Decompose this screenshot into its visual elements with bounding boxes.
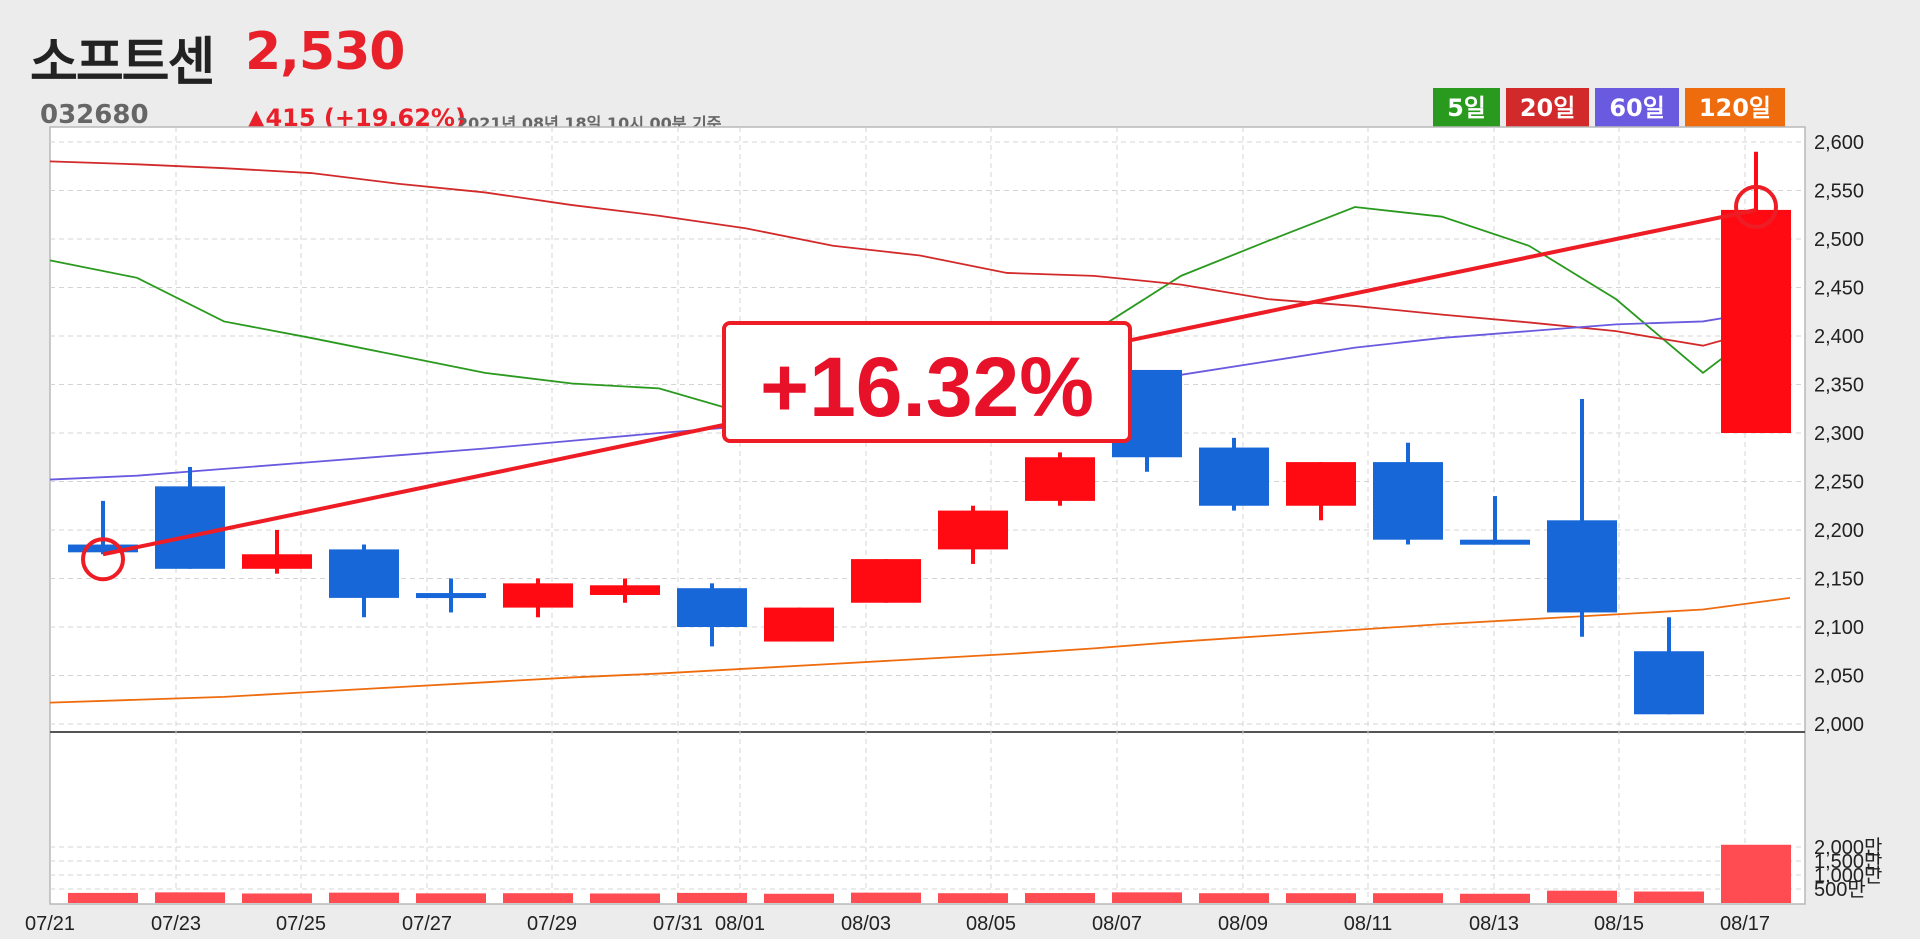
candle-body [1721, 209, 1791, 433]
price-tick-label: 2,300 [1814, 423, 1864, 445]
plot-area [49, 126, 1806, 905]
candle-body [155, 486, 225, 569]
volume-bar [1286, 893, 1356, 903]
volume-bar [1199, 893, 1269, 903]
date-tick-label: 07/31 [653, 913, 703, 935]
candle-body [1373, 462, 1443, 540]
ma120-line [49, 597, 1791, 704]
volume-tick-label: 2,000만 [1814, 836, 1882, 859]
volume-bar [155, 892, 225, 903]
date-tick-label: 07/29 [527, 913, 577, 935]
volume-bar [1634, 891, 1704, 903]
date-tick-label: 07/27 [402, 913, 452, 935]
price-tick-label: 2,000 [1814, 714, 1864, 736]
candle-body [1025, 457, 1095, 501]
volume-tick-label: 1,000만 [1814, 864, 1882, 887]
volume-bar [764, 893, 834, 903]
volume-bar [1547, 890, 1617, 903]
ma-120-toggle[interactable]: 120일 [1684, 88, 1785, 128]
moving-average-legend: 5일 20일 60일 120일 [1433, 88, 1785, 128]
trend-end-marker [1734, 184, 1778, 229]
trend-start-marker [81, 537, 125, 582]
volume-bar [1373, 893, 1443, 903]
price-tick-label: 2,150 [1814, 569, 1864, 591]
ma-5-toggle[interactable]: 5일 [1433, 88, 1500, 128]
change-badge-text: +16.32% [760, 340, 1094, 434]
candle-body [1460, 539, 1530, 545]
volume-tick-label: 1,500만 [1814, 850, 1882, 873]
change-badge [722, 321, 1132, 443]
candle-body [1286, 462, 1356, 506]
candle-body [242, 554, 312, 569]
stock-name: 소프트센 [30, 33, 215, 93]
candle-body [1547, 520, 1617, 613]
ma-60-toggle[interactable]: 60일 [1595, 88, 1679, 128]
volume-bar [1460, 893, 1530, 903]
volume-bar [590, 893, 660, 903]
volume-bars [68, 844, 1791, 903]
candle-body [1634, 651, 1704, 715]
price-tick-label: 2,250 [1814, 472, 1864, 494]
volume-bar [68, 892, 138, 903]
axes: 2,000 2,050 2,100 2,150 2,200 2,250 2,300 2,350… [25, 132, 1882, 935]
current-price: 2,530 [245, 22, 405, 82]
date-tick-label: 08/13 [1469, 913, 1519, 935]
candle-body [590, 585, 660, 595]
candle-body [764, 607, 834, 642]
volume-bar [938, 893, 1008, 903]
date-tick-label: 08/03 [841, 913, 891, 935]
date-tick-label: 07/23 [151, 913, 201, 935]
price-tick-label: 2,400 [1814, 326, 1864, 348]
ma-20-toggle[interactable]: 20일 [1505, 88, 1590, 128]
price-tick-label: 2,500 [1814, 229, 1864, 251]
date-tick-label: 08/15 [1594, 913, 1644, 935]
candlesticks [68, 151, 1791, 715]
volume-bar [1721, 844, 1791, 903]
volume-bar [242, 893, 312, 903]
date-tick-label: 07/25 [276, 913, 326, 935]
date-tick-label: 08/01 [715, 913, 765, 935]
volume-bar [677, 892, 747, 903]
price-tick-label: 2,450 [1814, 278, 1864, 300]
candle-body [416, 593, 486, 599]
volume-tick-label: 500만 [1814, 878, 1866, 901]
date-tick-label: 08/09 [1218, 913, 1268, 935]
candle-body [677, 588, 747, 627]
volume-bar [1025, 893, 1095, 903]
price-tick-label: 2,050 [1814, 666, 1864, 688]
volume-bar [503, 893, 573, 903]
date-tick-label: 08/05 [966, 913, 1016, 935]
price-tick-label: 2,600 [1814, 132, 1864, 154]
price-tick-label: 2,100 [1814, 617, 1864, 639]
candle-body [329, 549, 399, 598]
candle-body [938, 510, 1008, 550]
date-tick-label: 08/07 [1092, 913, 1142, 935]
price-tick-label: 2,350 [1814, 375, 1864, 397]
candle-body [503, 583, 573, 608]
price-tick-label: 2,200 [1814, 520, 1864, 542]
date-tick-label: 07/21 [25, 913, 75, 935]
price-tick-label: 2,550 [1814, 181, 1864, 203]
volume-bar [416, 893, 486, 903]
candle-body [68, 544, 138, 553]
grid-lines [50, 127, 1805, 904]
date-tick-label: 08/11 [1344, 913, 1393, 935]
volume-bar [851, 892, 921, 903]
date-tick-label: 08/17 [1720, 913, 1770, 935]
ma20-line [49, 160, 1791, 347]
volume-bar [1112, 892, 1182, 903]
stock-code: 032680 [40, 100, 149, 130]
candle-body [851, 559, 921, 603]
volume-bar [329, 892, 399, 903]
candle-body [1199, 447, 1269, 506]
trend-annotation: +16.32% [81, 184, 1778, 582]
